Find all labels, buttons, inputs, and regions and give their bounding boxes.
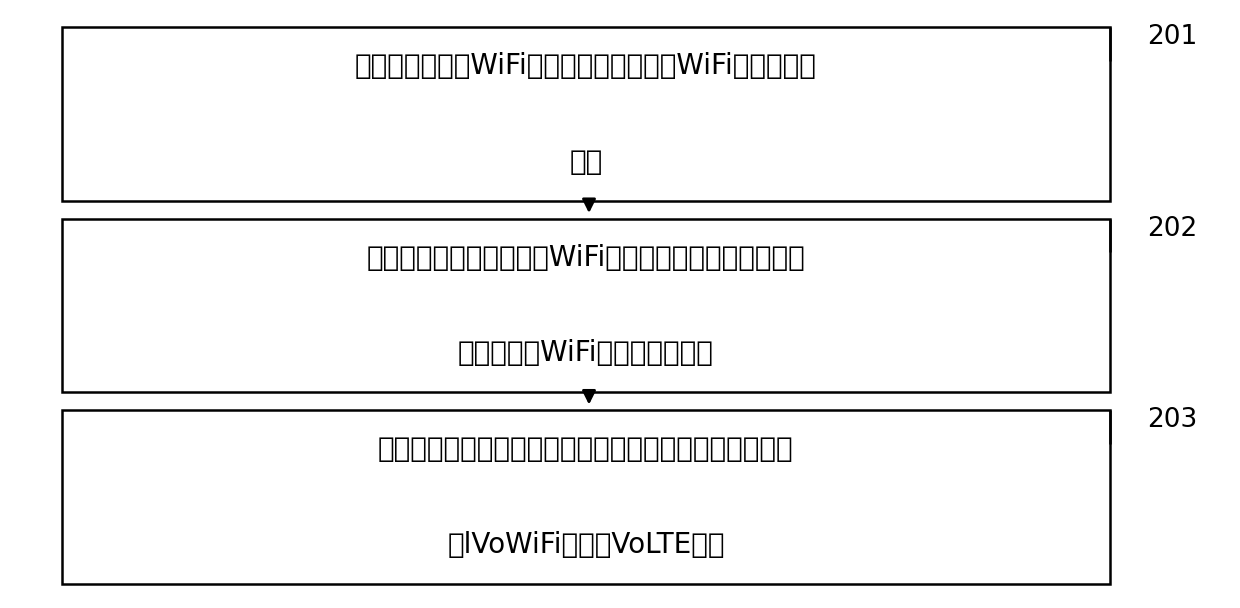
- Bar: [62, 219, 1110, 392]
- Text: 计算出所述WiFi网络的上行负载: 计算出所述WiFi网络的上行负载: [458, 339, 714, 367]
- Text: 基于所述上行速率及所述WiFi网络预置的上行峰値速率，: 基于所述上行速率及所述WiFi网络预置的上行峰値速率，: [367, 244, 805, 272]
- Bar: [62, 27, 1110, 201]
- Text: 络lVoWiFi网络或VoLTE网络: 络lVoWiFi网络或VoLTE网络: [448, 531, 724, 559]
- Text: 203: 203: [1147, 407, 1198, 434]
- Text: 202: 202: [1147, 216, 1198, 242]
- Text: 201: 201: [1147, 24, 1198, 50]
- Bar: [62, 410, 1110, 584]
- Text: 根据计算出的上行负载选择相应的网络进行接入，所述网: 根据计算出的上行负载选择相应的网络进行接入，所述网: [378, 435, 794, 463]
- Text: 在移动终端接入WiFi网络之后，获取所述WiFi网络的上行: 在移动终端接入WiFi网络之后，获取所述WiFi网络的上行: [355, 52, 817, 80]
- Text: 速率: 速率: [569, 148, 603, 176]
